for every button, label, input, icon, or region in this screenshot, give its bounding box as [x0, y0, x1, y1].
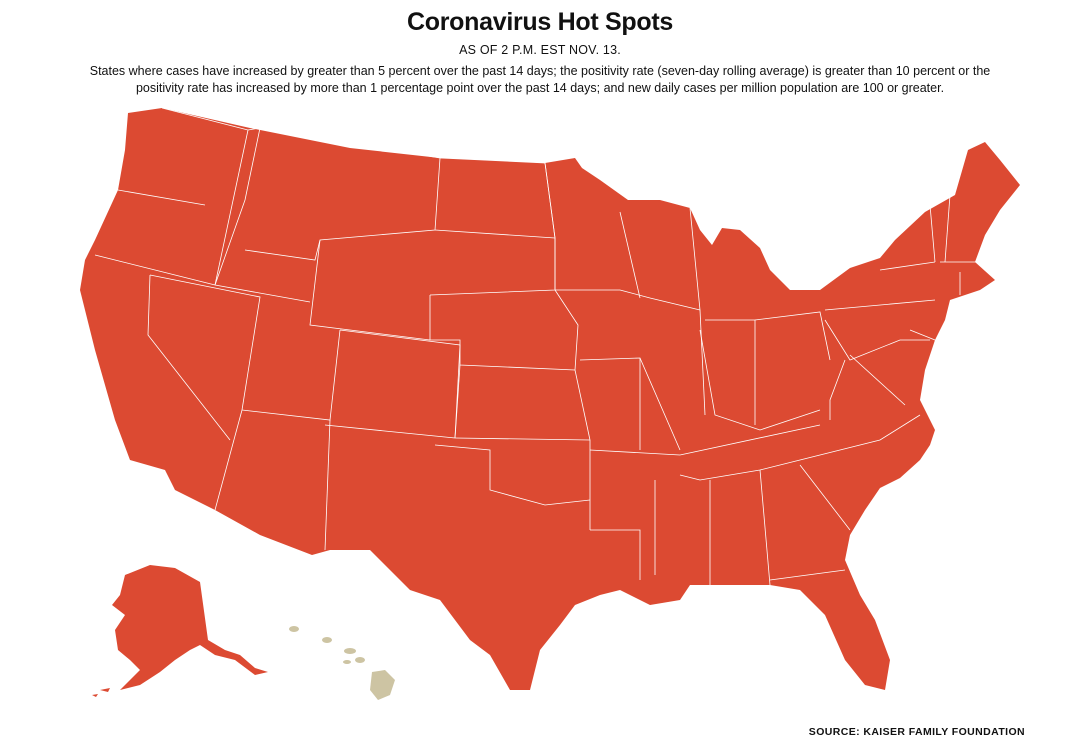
hawaii: [289, 626, 395, 700]
alaska-islands: [92, 688, 110, 697]
map-title: Coronavirus Hot Spots: [407, 8, 673, 36]
state-borders: [94, 107, 980, 586]
alaska: [112, 565, 268, 690]
map-description: States where cases have increased by gre…: [89, 64, 991, 95]
as-of-timestamp: AS OF 2 P.M. EST NOV. 13.: [459, 43, 621, 57]
source-credit: SOURCE: KAISER FAMILY FOUNDATION: [808, 726, 1025, 738]
contiguous-us-outline: [80, 108, 1020, 690]
